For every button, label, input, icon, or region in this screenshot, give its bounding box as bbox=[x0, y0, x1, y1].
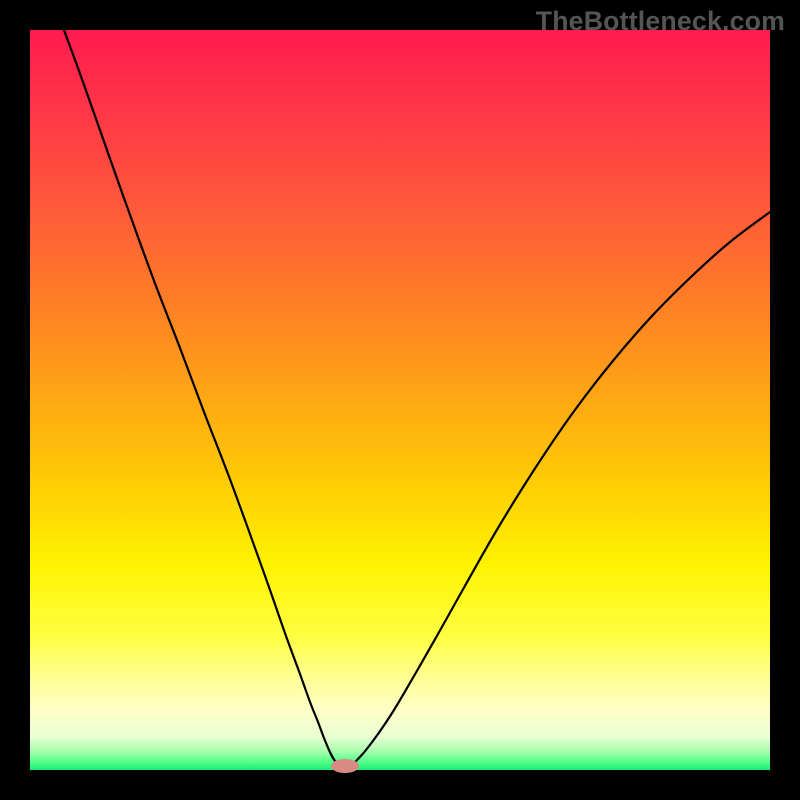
curve-right-branch bbox=[352, 212, 770, 765]
minimum-marker bbox=[331, 759, 359, 773]
plot-area-rect bbox=[30, 30, 770, 770]
chart-frame: TheBottleneck.com bbox=[0, 0, 800, 800]
curve-left-branch bbox=[64, 30, 338, 765]
plot-background bbox=[0, 0, 800, 800]
watermark-text: TheBottleneck.com bbox=[536, 6, 785, 37]
